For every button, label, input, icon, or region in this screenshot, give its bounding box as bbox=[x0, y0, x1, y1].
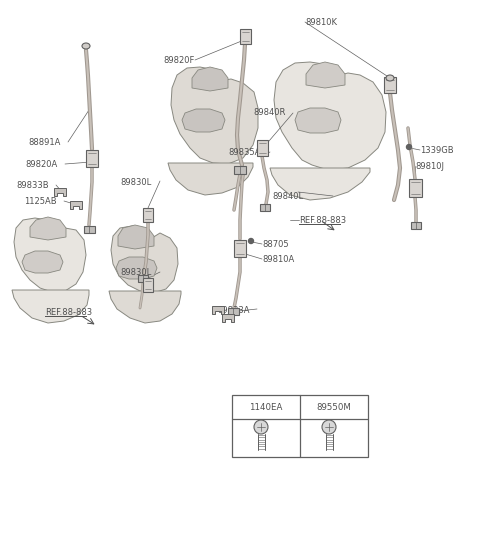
Text: 89840L: 89840L bbox=[272, 192, 303, 201]
Bar bbox=[143, 208, 153, 222]
Bar bbox=[411, 222, 421, 229]
Text: REF.88-883: REF.88-883 bbox=[45, 308, 92, 317]
Polygon shape bbox=[306, 62, 345, 88]
Polygon shape bbox=[270, 168, 370, 200]
Text: 89810J: 89810J bbox=[415, 162, 444, 171]
Polygon shape bbox=[12, 290, 89, 323]
Polygon shape bbox=[109, 291, 181, 323]
Bar bbox=[138, 274, 148, 281]
Polygon shape bbox=[182, 109, 225, 132]
Ellipse shape bbox=[407, 145, 411, 150]
Bar bbox=[86, 150, 98, 167]
Text: 89820F: 89820F bbox=[163, 56, 194, 65]
Ellipse shape bbox=[386, 75, 394, 81]
Text: 89810A: 89810A bbox=[262, 255, 294, 264]
Text: 89810K: 89810K bbox=[305, 18, 337, 27]
Text: 88705: 88705 bbox=[262, 240, 288, 249]
Text: 89830L: 89830L bbox=[120, 178, 151, 187]
Text: 1125AB: 1125AB bbox=[24, 197, 57, 206]
Text: 1339GB: 1339GB bbox=[420, 146, 454, 155]
Text: 1140EA: 1140EA bbox=[249, 403, 283, 412]
Polygon shape bbox=[116, 257, 157, 279]
Ellipse shape bbox=[322, 420, 336, 434]
Ellipse shape bbox=[254, 420, 268, 434]
Text: 89833A: 89833A bbox=[217, 306, 250, 315]
Bar bbox=[408, 179, 421, 197]
Polygon shape bbox=[171, 67, 258, 164]
Bar bbox=[234, 240, 246, 256]
Text: 89820A: 89820A bbox=[25, 160, 57, 169]
Bar bbox=[232, 395, 368, 457]
Text: 89835A: 89835A bbox=[228, 148, 260, 157]
Text: 89833B: 89833B bbox=[16, 181, 48, 190]
Polygon shape bbox=[14, 218, 86, 292]
Bar bbox=[84, 225, 95, 232]
Bar bbox=[228, 308, 239, 315]
Text: 89840R: 89840R bbox=[253, 108, 286, 117]
Text: 88891A: 88891A bbox=[28, 138, 60, 147]
Ellipse shape bbox=[249, 239, 253, 244]
Bar bbox=[260, 203, 270, 210]
Polygon shape bbox=[295, 108, 341, 133]
Polygon shape bbox=[222, 314, 234, 322]
Bar bbox=[240, 28, 251, 43]
Ellipse shape bbox=[82, 43, 90, 49]
Polygon shape bbox=[274, 62, 386, 170]
Polygon shape bbox=[70, 201, 82, 209]
Text: REF.88-883: REF.88-883 bbox=[299, 216, 346, 225]
Text: 89830L: 89830L bbox=[120, 268, 151, 277]
Polygon shape bbox=[168, 163, 253, 195]
Bar bbox=[384, 77, 396, 93]
Polygon shape bbox=[30, 217, 66, 240]
Polygon shape bbox=[212, 306, 224, 314]
Polygon shape bbox=[54, 188, 66, 196]
Bar bbox=[234, 166, 246, 174]
Polygon shape bbox=[111, 226, 178, 293]
Text: 89550M: 89550M bbox=[317, 403, 351, 412]
Polygon shape bbox=[22, 251, 63, 273]
Polygon shape bbox=[118, 225, 154, 249]
Polygon shape bbox=[192, 67, 228, 91]
Bar bbox=[256, 140, 267, 156]
Bar bbox=[143, 278, 153, 292]
